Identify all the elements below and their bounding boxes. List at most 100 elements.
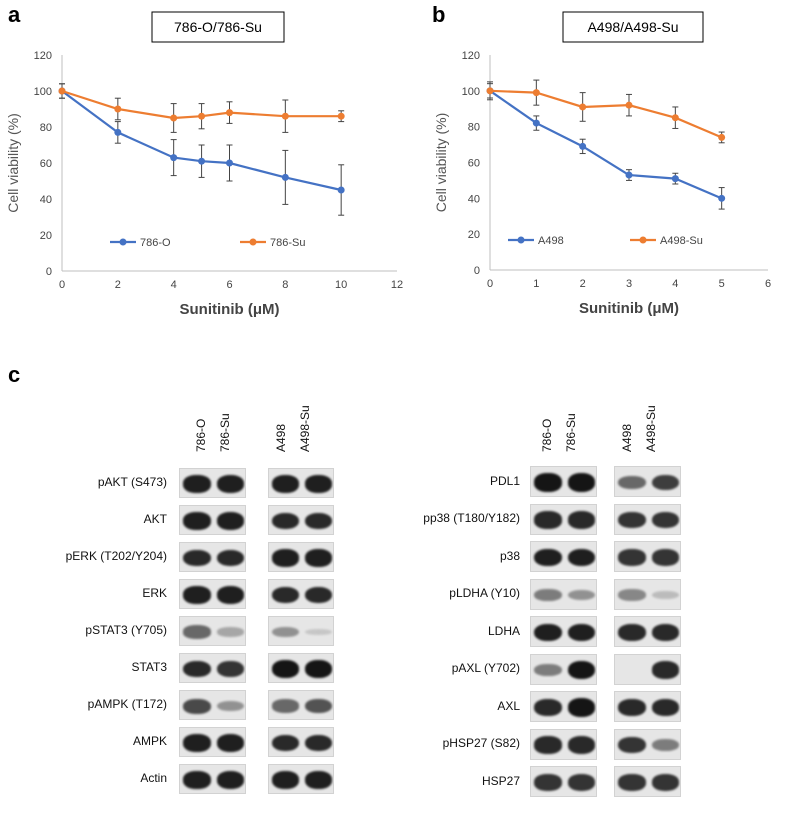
right-band-1-2 (618, 511, 646, 529)
chart-b-series-a498-point-3 (625, 171, 633, 179)
chart-a-y-tick-4: 80 (40, 122, 52, 134)
chart-a-y-tick-2: 40 (40, 194, 52, 206)
chart-a-series-786-su-point-5 (281, 112, 289, 120)
right-blot-label-6: AXL (497, 698, 520, 713)
left-band-6-0 (183, 698, 211, 714)
left-blot-strip-3-1 (268, 579, 334, 609)
right-band-6-1 (567, 698, 595, 717)
left-band-8-3 (305, 771, 332, 789)
right-lane-label-0: 786-O (540, 418, 554, 452)
chart-b-y-tick-0: 0 (474, 265, 480, 277)
left-band-1-1 (216, 512, 244, 530)
left-blot-label-4: pSTAT3 (Y705) (85, 623, 167, 637)
left-lane-label-1: 786-Su (218, 413, 232, 452)
chart-a-x-axis-title: Sunitinib (μM) (180, 301, 280, 318)
left-blot-strip-7-0 (179, 727, 246, 757)
right-band-4-2 (618, 623, 646, 642)
left-band-2-1 (216, 549, 244, 567)
chart-b-x-tick-5: 5 (719, 278, 725, 290)
chart-a-x-tick-5: 10 (335, 279, 347, 291)
right-band-5-1 (567, 660, 595, 680)
chart-a-series-786-su-point-1 (114, 105, 122, 113)
chart-b-series-a498-legend-marker (517, 236, 525, 244)
right-blot-label-1: pp38 (T180/Y182) (423, 511, 520, 525)
left-blot-label-1: AKT (143, 512, 167, 526)
panel-label-a: a (8, 2, 21, 27)
chart-b-series-a498-point-2 (579, 142, 587, 150)
chart-b-series-a498-su-point-2 (579, 103, 587, 111)
right-blot-label-4: LDHA (487, 623, 520, 638)
right-band-3-1 (567, 589, 595, 601)
chart-b-series-a498-su-point-3 (625, 101, 633, 109)
left-blot-strip-2-0 (179, 542, 246, 572)
chart-a-series-786-o-point-1 (114, 128, 122, 136)
chart-b-x-tick-6: 6 (765, 278, 771, 290)
chart-b-x-axis-title: Sunitinib (μM) (579, 300, 679, 317)
left-blot-label-8: Actin (140, 771, 167, 785)
right-blot-strip-6-1 (614, 691, 681, 722)
left-band-3-0 (183, 586, 211, 604)
chart-b-series-a498-point-1 (532, 119, 540, 127)
left-band-8-0 (183, 771, 211, 789)
chart-b-x-tick-4: 4 (672, 278, 678, 290)
chart-a-series-786-su-legend-label: 786-Su (270, 237, 305, 249)
right-band-7-3 (651, 738, 679, 752)
chart-b-y-tick-4: 80 (468, 122, 480, 134)
chart-a-series-786-su-legend-marker (249, 238, 257, 246)
right-band-6-3 (651, 698, 679, 717)
chart-b-y-tick-5: 100 (462, 86, 480, 98)
chart-a-x-tick-0: 0 (59, 279, 65, 291)
chart-a-y-tick-3: 60 (40, 158, 52, 170)
chart-b-series-a498-su-point-5 (718, 133, 726, 141)
left-band-1-0 (183, 512, 211, 530)
left-band-8-2 (272, 771, 299, 789)
right-blot-strip-8-0 (530, 766, 597, 797)
chart-b-y-tick-6: 120 (462, 50, 480, 62)
chart-a-series-786-su-point-4 (226, 109, 233, 117)
right-band-8-3 (651, 774, 679, 791)
left-band-4-3 (305, 628, 332, 636)
left-blot-label-5: STAT3 (131, 660, 167, 674)
chart-a-x-tick-2: 4 (171, 279, 177, 291)
left-lane-label-2: A498 (274, 423, 288, 452)
chart-a-y-tick-1: 20 (40, 230, 52, 242)
chart-b-x-tick-3: 3 (626, 278, 632, 290)
left-band-4-1 (216, 627, 244, 637)
right-band-2-3 (651, 549, 679, 566)
right-blot-label-5: pAXL (Y702) (451, 661, 520, 675)
left-blot-strip-8-1 (268, 764, 334, 794)
right-band-5-3 (651, 661, 679, 679)
right-blot-strip-3-0 (530, 578, 597, 610)
left-blot-strip-4-1 (268, 616, 334, 646)
right-band-1-0 (534, 511, 562, 529)
right-lane-label-3: A498-Su (644, 405, 658, 452)
chart-a-series-786-o-point-4 (226, 159, 233, 167)
right-band-0-0 (534, 473, 562, 492)
right-blot-strip-5-0 (530, 653, 597, 685)
chart-a-series-786-o-point-6 (337, 186, 345, 194)
left-blot-label-3: ERK (142, 586, 167, 600)
right-blot-strip-2-0 (530, 541, 597, 572)
right-band-4-3 (651, 623, 679, 642)
left-band-6-2 (272, 699, 299, 713)
chart-b-series-a498-point-5 (718, 194, 726, 202)
right-band-7-1 (567, 736, 595, 754)
right-band-8-2 (618, 774, 646, 791)
left-band-8-1 (216, 771, 244, 789)
chart-b-series-a498-line (489, 89, 723, 200)
left-blot-label-0: pAKT (S473) (97, 475, 167, 489)
chart-b-series-a498-su-legend-marker (639, 236, 647, 244)
right-blot-strip-4-1 (614, 616, 681, 647)
left-band-0-3 (305, 475, 332, 493)
left-band-2-3 (305, 549, 332, 567)
left-band-4-0 (183, 625, 211, 639)
right-blot-strip-8-1 (614, 766, 681, 797)
left-band-5-2 (272, 660, 299, 678)
chart-a-title-box (151, 11, 285, 43)
chart-a-series-786-o-point-3 (198, 157, 206, 165)
chart-a-series-786-su-point-6 (337, 112, 345, 120)
right-blot-strip-0-0 (530, 466, 597, 497)
right-band-2-2 (618, 549, 646, 566)
chart-b-title-box (562, 11, 704, 43)
chart-b-x-tick-1: 1 (533, 278, 539, 290)
